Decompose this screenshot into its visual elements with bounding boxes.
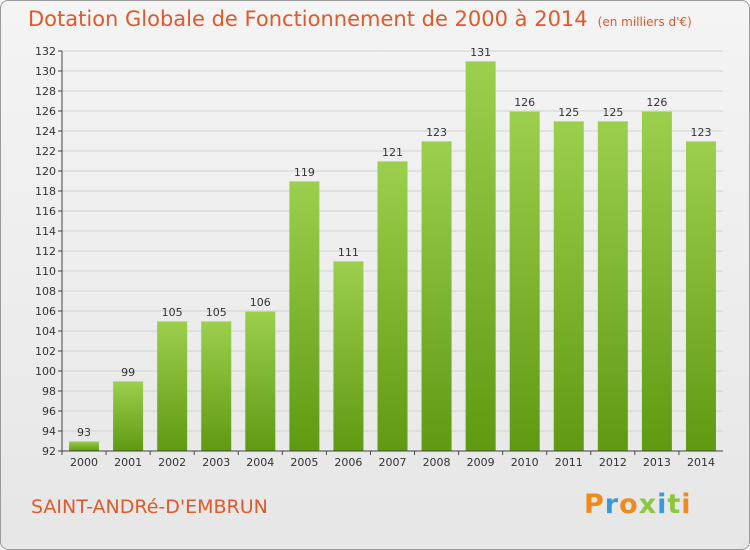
data-labels: 93 99 105 105 106 119 111 121 123 131 126 125 125 126… <box>77 46 711 439</box>
data-label-2011: 125 <box>558 106 579 119</box>
x-tick-label: 2007 <box>379 456 407 469</box>
x-tick-label: 2009 <box>467 456 495 469</box>
x-tick-label: 2001 <box>114 456 142 469</box>
y-tick-label: 102 <box>35 345 56 358</box>
y-tick-label: 116 <box>35 205 56 218</box>
bar-2012 <box>597 121 628 451</box>
bar-2013 <box>641 111 672 451</box>
y-tick-label: 128 <box>35 85 56 98</box>
logo-letter: i <box>657 489 668 520</box>
bar-2000 <box>69 441 100 451</box>
logo-letter: i <box>681 489 692 520</box>
y-tick-label: 132 <box>35 45 56 58</box>
x-tick-label: 2006 <box>334 456 362 469</box>
x-tick-label: 2008 <box>423 456 451 469</box>
data-label-2003: 105 <box>206 306 227 319</box>
data-label-2004: 106 <box>250 296 271 309</box>
bar-2004 <box>245 311 276 451</box>
logo-letter: x <box>638 489 658 520</box>
y-tick-label: 94 <box>42 425 56 438</box>
data-label-2000: 93 <box>77 426 91 439</box>
x-tick-label: 2014 <box>687 456 715 469</box>
logo-letter: r <box>604 489 620 520</box>
y-tick-label: 114 <box>35 225 56 238</box>
axes: 92 94 96 98 100 102 104 106 108 110 112 114 116 118 12… <box>35 45 723 469</box>
y-tick-label: 130 <box>35 65 56 78</box>
y-tick-label: 122 <box>35 145 56 158</box>
logo-letter: P <box>584 489 605 520</box>
bar-2003 <box>201 321 232 451</box>
data-label-2008: 123 <box>426 126 447 139</box>
bar-2001 <box>113 381 144 451</box>
data-label-2006: 111 <box>338 246 359 259</box>
y-tick-label: 108 <box>35 285 56 298</box>
data-label-2014: 123 <box>690 126 711 139</box>
y-tick-label: 124 <box>35 125 56 138</box>
data-label-2005: 119 <box>294 166 315 179</box>
chart-subtitle: (en milliers d'€) <box>597 15 692 29</box>
x-tick-label: 2004 <box>246 456 274 469</box>
data-label-2013: 126 <box>646 96 667 109</box>
y-tick-label: 96 <box>42 405 56 418</box>
data-label-2001: 99 <box>121 366 135 379</box>
y-tick-label: 98 <box>42 385 56 398</box>
x-tick-label: 2010 <box>511 456 539 469</box>
x-tick-label: 2013 <box>643 456 671 469</box>
data-label-2007: 121 <box>382 146 403 159</box>
x-tick-label: 2003 <box>202 456 230 469</box>
x-tick-label: 2000 <box>70 456 98 469</box>
bar-2002 <box>157 321 188 451</box>
x-tick-label: 2011 <box>555 456 583 469</box>
proxiti-logo: Proxiti <box>584 489 692 520</box>
bar-2009 <box>465 61 496 451</box>
data-label-2009: 131 <box>470 46 491 59</box>
commune-name: SAINT-ANDRé-D'EMBRUN <box>31 496 268 518</box>
x-tick-label: 2012 <box>599 456 627 469</box>
y-tick-label: 126 <box>35 105 56 118</box>
bar-2014 <box>685 141 716 451</box>
chart-title: Dotation Globale de Fonctionnement de 20… <box>28 7 692 31</box>
bar-2007 <box>377 161 408 451</box>
data-label-2012: 125 <box>602 106 623 119</box>
y-tick-label: 92 <box>42 445 56 458</box>
logo-letter: o <box>619 489 639 520</box>
bar-2005 <box>289 181 320 451</box>
y-tick-label: 104 <box>35 325 56 338</box>
data-label-2002: 105 <box>162 306 183 319</box>
data-label-2010: 126 <box>514 96 535 109</box>
bar-2011 <box>553 121 584 451</box>
logo-letter: t <box>667 489 682 520</box>
y-tick-label: 118 <box>35 185 56 198</box>
x-tick-label: 2005 <box>290 456 318 469</box>
x-tick-label: 2002 <box>158 456 186 469</box>
bar-2010 <box>509 111 540 451</box>
bar-2008 <box>421 141 452 451</box>
y-tick-label: 112 <box>35 245 56 258</box>
y-tick-label: 120 <box>35 165 56 178</box>
bars <box>69 61 716 451</box>
y-tick-label: 106 <box>35 305 56 318</box>
chart-title-text: Dotation Globale de Fonctionnement de 20… <box>28 7 588 31</box>
y-tick-label: 100 <box>35 365 56 378</box>
bar-2006 <box>333 261 364 451</box>
y-tick-label: 110 <box>35 265 56 278</box>
